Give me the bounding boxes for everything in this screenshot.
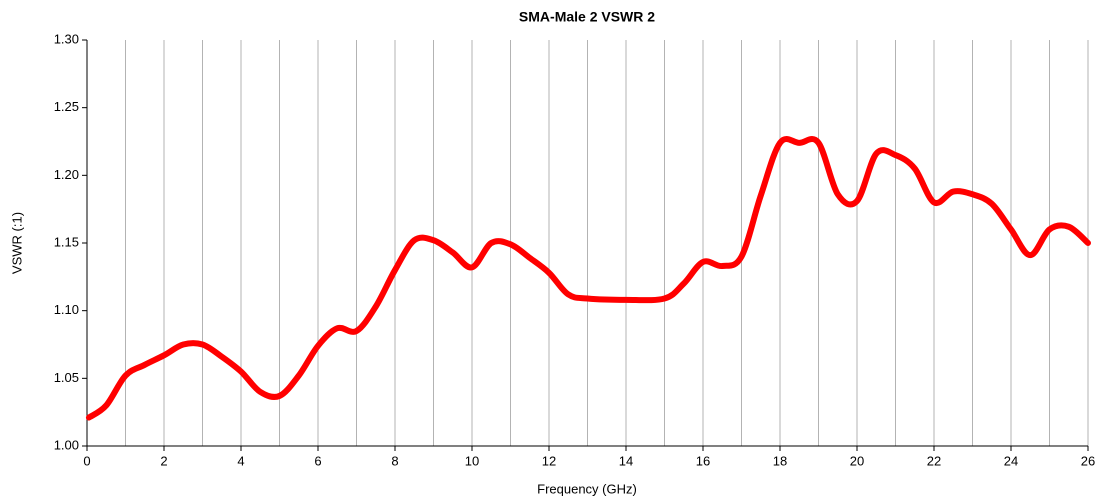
y-tick-label: 1.05 — [54, 370, 79, 385]
x-tick-label: 0 — [83, 453, 90, 468]
x-tick-label: 10 — [465, 453, 479, 468]
x-tick-label: 14 — [619, 453, 633, 468]
x-tick-label: 22 — [927, 453, 941, 468]
x-tick-label: 6 — [314, 453, 321, 468]
y-tick-label: 1.20 — [54, 167, 79, 182]
x-tick-label: 18 — [773, 453, 787, 468]
x-tick-label: 26 — [1081, 453, 1095, 468]
y-axis-label: VSWR (:1) — [9, 212, 24, 274]
x-tick-label: 4 — [237, 453, 244, 468]
y-tick-label: 1.30 — [54, 31, 79, 46]
x-tick-label: 16 — [696, 453, 710, 468]
y-tick-label: 1.10 — [54, 302, 79, 317]
y-tick-label: 1.25 — [54, 99, 79, 114]
x-tick-label: 24 — [1004, 453, 1018, 468]
x-tick-label: 12 — [542, 453, 556, 468]
y-tick-label: 1.15 — [54, 234, 79, 249]
x-axis-label: Frequency (GHz) — [537, 481, 637, 496]
data-line — [85, 135, 1091, 421]
x-tick-label: 20 — [850, 453, 864, 468]
chart-title: SMA-Male 2 VSWR 2 — [519, 9, 655, 25]
y-tick-label: 1.00 — [54, 437, 79, 452]
x-tick-label: 8 — [391, 453, 398, 468]
x-tick-label: 2 — [160, 453, 167, 468]
